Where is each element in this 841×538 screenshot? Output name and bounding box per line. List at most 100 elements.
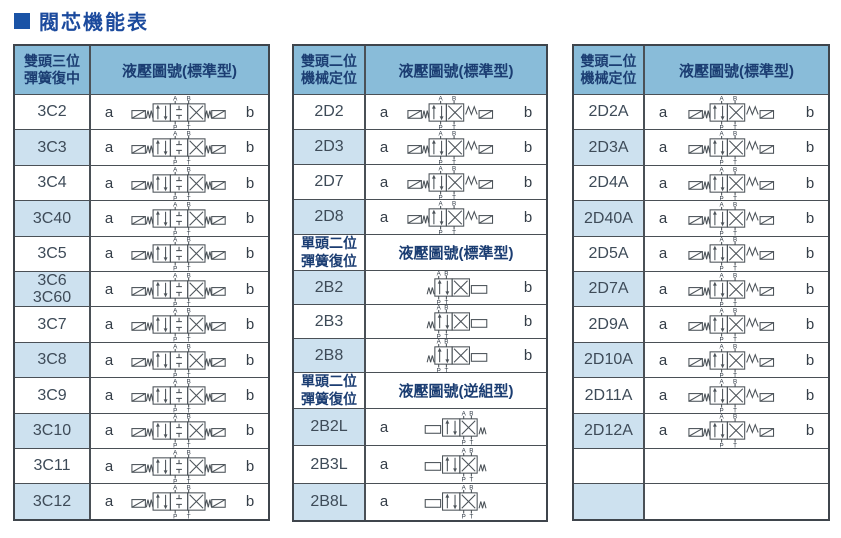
position-a-label: a bbox=[658, 245, 668, 263]
header-diagram-cell: 液壓圖號(標準型) bbox=[91, 46, 268, 94]
valve-symbol-icon: A B P T bbox=[407, 130, 494, 165]
svg-text:P: P bbox=[437, 333, 441, 339]
svg-text:P: P bbox=[173, 478, 177, 484]
position-a-label: a bbox=[104, 351, 114, 369]
valve-symbol-icon: A B P T bbox=[407, 95, 494, 130]
position-b-label: b bbox=[245, 209, 255, 227]
position-a-label: a bbox=[104, 422, 114, 440]
svg-text:A: A bbox=[719, 237, 724, 244]
svg-text:B: B bbox=[186, 449, 190, 456]
model-code-cell: 3C11 bbox=[15, 449, 91, 484]
valve-symbol-icon: A B P T bbox=[687, 131, 774, 165]
model-code-cell: 2D2 bbox=[294, 95, 366, 129]
svg-text:B: B bbox=[732, 131, 736, 138]
valve-symbol-icon: A B P T bbox=[687, 414, 774, 448]
svg-text:P: P bbox=[439, 124, 443, 130]
header-diagram-title: 液壓圖號(逆組型) bbox=[398, 383, 514, 400]
page-title-text: 閥芯機能表 bbox=[39, 12, 149, 34]
model-code: 3C5 bbox=[37, 245, 67, 263]
svg-text:A: A bbox=[719, 201, 724, 208]
svg-text:P: P bbox=[719, 301, 723, 307]
valve-symbol-icon: A B P T bbox=[407, 165, 494, 200]
svg-text:T: T bbox=[733, 372, 737, 378]
svg-text:A: A bbox=[173, 308, 178, 315]
model-code-cell: 2B3 bbox=[294, 305, 366, 338]
svg-text:P: P bbox=[719, 124, 723, 130]
svg-text:A: A bbox=[173, 166, 178, 173]
header-diagram-title: 液壓圖號(標準型) bbox=[122, 62, 237, 80]
model-code: 3C8 bbox=[37, 351, 67, 369]
model-code: 2B2 bbox=[314, 278, 344, 296]
header-category-line: 彈簧復位 bbox=[301, 390, 357, 407]
svg-text:T: T bbox=[733, 195, 737, 201]
table-section-header: 單頭二位 彈簧復位 液壓圖號(標準型) bbox=[294, 234, 546, 270]
model-code-cell: 2B2 bbox=[294, 271, 366, 304]
title-marker-icon bbox=[14, 12, 30, 29]
position-b-label: b bbox=[245, 422, 255, 440]
header-category-cell: 雙頭二位 機械定位 bbox=[294, 46, 366, 94]
model-code-cell: 3C10 bbox=[15, 413, 91, 449]
model-code: 2B3L bbox=[310, 455, 348, 473]
model-code-cell: 3C40 bbox=[15, 201, 91, 236]
model-code-cell: 3C4 bbox=[15, 165, 91, 201]
model-code: 2D10A bbox=[584, 351, 633, 369]
position-a-label: a bbox=[104, 139, 114, 157]
valve-symbol-icon: A B P T bbox=[407, 200, 494, 235]
svg-text:T: T bbox=[186, 336, 190, 342]
model-code-cell: 3C7 bbox=[15, 307, 91, 342]
model-code: 3C40 bbox=[32, 209, 72, 227]
svg-text:T: T bbox=[733, 407, 737, 413]
table-section-header: 雙頭二位 機械定位 液壓圖號(標準型) bbox=[294, 46, 546, 94]
svg-text:A: A bbox=[462, 447, 467, 454]
svg-text:P: P bbox=[719, 372, 723, 378]
model-code: 2B2L bbox=[310, 418, 348, 436]
svg-text:P: P bbox=[173, 443, 177, 449]
position-a-label: a bbox=[379, 493, 389, 511]
svg-text:T: T bbox=[469, 514, 473, 520]
valve-symbol-icon: A B P T bbox=[687, 166, 774, 201]
model-code-cell: 2D5A bbox=[574, 236, 645, 272]
svg-text:A: A bbox=[719, 378, 724, 385]
model-code: 2D12A bbox=[584, 422, 633, 440]
svg-text:P: P bbox=[462, 514, 466, 520]
svg-text:T: T bbox=[452, 229, 456, 235]
svg-text:P: P bbox=[439, 159, 443, 165]
position-a-label: a bbox=[658, 103, 668, 121]
position-b-label: b bbox=[805, 280, 815, 298]
svg-text:A: A bbox=[173, 414, 178, 421]
svg-text:A: A bbox=[173, 449, 178, 456]
svg-text:A: A bbox=[719, 166, 724, 173]
position-a-label: a bbox=[379, 455, 389, 473]
svg-text:A: A bbox=[719, 131, 724, 138]
header-category-line: 單頭二位 bbox=[301, 235, 357, 251]
valve-symbol-icon: A B P T bbox=[687, 237, 774, 271]
position-b-label: b bbox=[805, 316, 815, 334]
header-diagram-title: 液壓圖號(標準型) bbox=[398, 245, 514, 262]
svg-text:B: B bbox=[732, 95, 736, 102]
model-code-cell: 2D3A bbox=[574, 130, 645, 165]
position-a-label: a bbox=[379, 173, 389, 191]
